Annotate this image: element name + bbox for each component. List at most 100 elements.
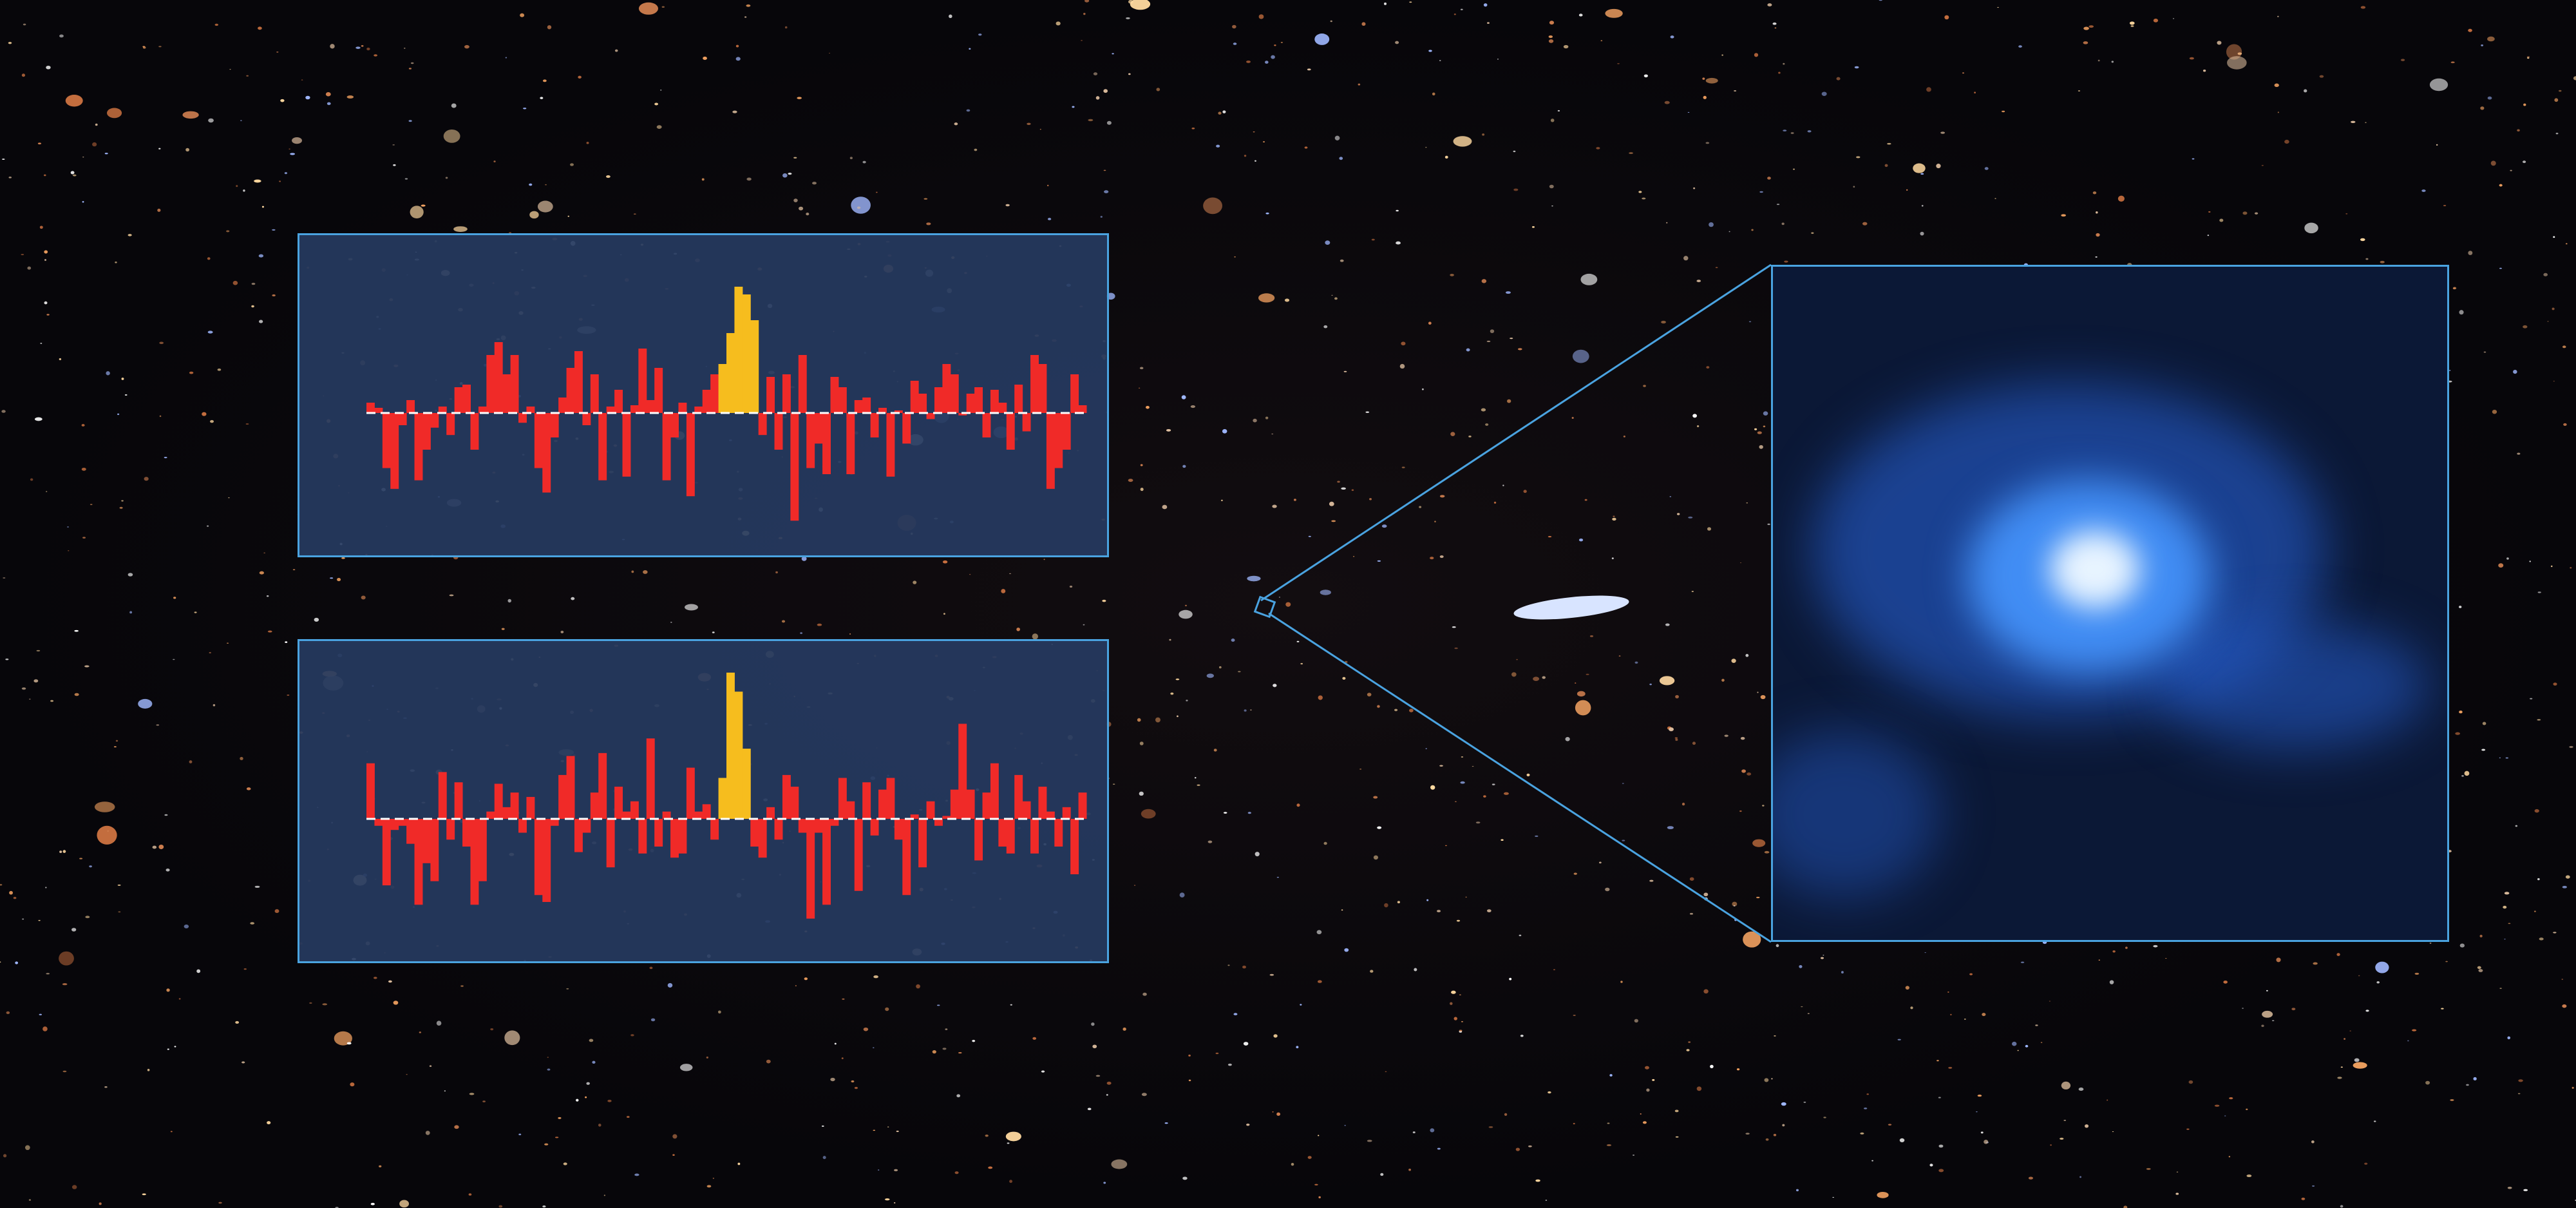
galaxy [1705,142,1710,144]
galaxy [1307,68,1311,71]
galaxy [2344,1038,2346,1040]
galaxy [1675,738,1678,741]
spectrum-bar [670,819,679,858]
galaxy [1323,841,1327,845]
galaxy [1516,658,1518,660]
galaxy [631,570,634,573]
galaxy [1396,241,1401,245]
galaxy [1667,826,1674,830]
galaxy [2111,61,2114,63]
galaxy [1320,590,1331,595]
galaxy [1715,267,1718,269]
spectrum-bar [774,413,783,450]
galaxy [1459,1030,1463,1032]
galaxy [1179,609,1193,619]
galaxy [1460,8,1463,10]
galaxy [84,665,90,667]
galaxy [1182,1176,1188,1180]
galaxy [737,1162,741,1165]
galaxy [289,148,290,150]
galaxy [1475,821,1481,824]
galaxy [2351,120,2356,123]
galaxy [1437,1147,1441,1150]
galaxy [1490,329,1495,334]
galaxy [1962,72,1964,74]
galaxy [1879,0,1882,1]
galaxy [429,1065,432,1067]
galaxy [1863,1107,1868,1109]
galaxy [2570,567,2572,569]
galaxy [1486,340,1491,343]
galaxy [985,1134,989,1137]
galaxy [1519,934,1522,937]
galaxy [374,977,377,979]
galaxy [1910,1006,1913,1010]
galaxy [1772,22,1777,25]
galaxy [1284,298,1290,302]
galaxy [1481,279,1487,283]
galaxy [1776,944,1779,948]
galaxy [2261,165,2264,166]
galaxy [650,1018,656,1022]
galaxy [1501,839,1504,841]
galaxy [21,73,26,77]
galaxy [1244,709,1247,712]
galaxy [1795,1189,1799,1192]
galaxy [1072,106,1075,108]
galaxy [128,573,133,577]
galaxy [1767,177,1771,180]
galaxy [1454,1017,1457,1021]
galaxy [547,1057,549,1059]
galaxy [1456,919,1461,922]
galaxy [1430,785,1435,790]
galaxy [607,1099,612,1102]
galaxy [507,599,511,603]
galaxy [2192,158,2195,160]
spectrum-bar [414,413,423,481]
galaxy [121,500,124,502]
galaxy [2176,1171,2179,1173]
galaxy [1103,169,1106,171]
galaxy [1706,366,1710,369]
galaxy [274,909,279,914]
galaxy [1906,189,1908,191]
galaxy [949,14,952,19]
galaxy [954,1171,959,1174]
galaxy [2537,719,2541,721]
galaxy [410,62,414,64]
galaxy [1032,1037,1037,1040]
galaxy [1754,428,1757,430]
galaxy [1670,35,1674,39]
galaxy [1483,3,1488,7]
spectrum-bar [934,387,943,413]
galaxy [2530,698,2533,700]
spectrum-bar [1078,405,1087,413]
spectrum-bar [614,787,623,819]
galaxy [2459,310,2464,315]
galaxy [1926,87,1931,92]
galaxy [1652,1079,1655,1081]
galaxy [65,95,83,107]
galaxy [22,918,24,920]
spectrum-chart-top [366,287,1087,521]
galaxy [1409,709,1414,713]
galaxy [2555,132,2559,135]
emission-line-bar [742,749,751,819]
galaxy [74,693,79,696]
spectrum-bar [366,763,375,819]
galaxy [46,491,48,492]
galaxy [2146,1167,2151,1170]
galaxy [44,301,48,305]
galaxy [2017,1050,2019,1051]
galaxy [1399,363,1405,369]
galaxy [21,254,24,256]
galaxy [1409,1,1412,3]
galaxy [1853,186,1855,188]
galaxy [2229,1097,2233,1100]
spectrum-bar [678,819,687,854]
galaxy [2262,1010,2273,1018]
galaxy [804,977,808,981]
galaxy [661,6,665,8]
galaxy [2095,256,2098,258]
spectrum-bar [478,407,487,413]
